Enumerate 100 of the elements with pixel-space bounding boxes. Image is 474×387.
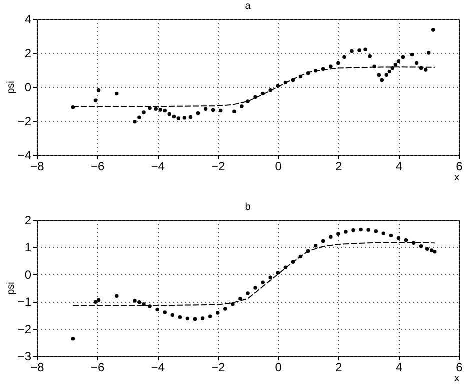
point: [94, 98, 98, 102]
point: [158, 108, 162, 112]
point: [358, 48, 362, 52]
point: [430, 248, 434, 252]
point: [96, 298, 101, 302]
x-tick-label: 6: [456, 160, 464, 174]
point: [211, 108, 216, 112]
chart-title: a: [245, 1, 252, 12]
point: [186, 316, 190, 321]
point: [261, 280, 265, 284]
point: [115, 294, 119, 298]
point: [382, 232, 386, 236]
point: [224, 307, 228, 311]
point: [246, 100, 250, 104]
point: [396, 60, 401, 64]
point: [170, 313, 175, 318]
point: [238, 297, 242, 301]
point: [142, 110, 146, 114]
y-axis-title: psi: [6, 81, 17, 94]
point: [196, 111, 200, 116]
line-series: [72, 242, 436, 306]
y-tick-label: 1: [24, 240, 32, 255]
point: [366, 228, 370, 232]
point: [394, 63, 398, 67]
point: [200, 316, 205, 320]
point: [359, 228, 363, 232]
point: [172, 114, 176, 119]
point: [329, 235, 333, 240]
y-tick-label: −3: [18, 350, 32, 364]
point: [163, 108, 167, 113]
y-tick-label: −2: [18, 322, 32, 336]
point: [268, 276, 272, 280]
x-axis-title: x: [454, 374, 460, 384]
point: [368, 54, 372, 58]
x-tick-label: −4: [151, 360, 166, 374]
point: [426, 51, 431, 55]
point: [389, 234, 394, 238]
chart-title: b: [245, 202, 252, 213]
point: [138, 116, 142, 120]
point: [163, 310, 167, 314]
point: [178, 316, 182, 320]
point: [380, 78, 384, 82]
point: [219, 108, 223, 113]
point: [138, 300, 142, 304]
point: [374, 230, 378, 234]
point: [396, 236, 401, 240]
point: [94, 300, 98, 304]
x-tick-label: 2: [336, 160, 343, 174]
y-tick-label: 0: [24, 80, 32, 94]
y-axis-title: psi: [6, 282, 17, 295]
x-tick-label: −4: [151, 160, 166, 174]
point: [425, 247, 430, 251]
point: [176, 116, 181, 120]
point: [96, 88, 101, 92]
point: [142, 302, 146, 306]
point: [133, 120, 137, 124]
point: [377, 73, 381, 77]
x-tick-label: −6: [90, 160, 105, 174]
x-tick-label: −2: [212, 360, 226, 374]
point: [246, 292, 250, 296]
point: [232, 110, 236, 114]
point: [276, 271, 280, 275]
x-tick-label: −8: [30, 360, 45, 374]
x-tick-label: 0: [275, 160, 282, 174]
point: [314, 244, 318, 248]
point: [204, 107, 208, 111]
point: [432, 28, 436, 32]
y-tick-label: 2: [24, 214, 32, 228]
y-tick-label: 0: [24, 268, 32, 282]
point: [410, 52, 414, 57]
point: [321, 239, 326, 244]
point: [350, 49, 354, 54]
point: [208, 314, 212, 318]
x-tick-label: 4: [396, 360, 403, 374]
y-tick-label: −4: [18, 148, 32, 162]
x-tick-label: 4: [396, 160, 403, 174]
point: [424, 68, 428, 72]
point: [168, 112, 172, 116]
x-tick-label: −2: [212, 160, 226, 174]
point: [329, 64, 333, 68]
point: [352, 228, 356, 232]
x-tick-label: 6: [456, 360, 464, 374]
point: [404, 238, 408, 242]
point: [390, 66, 395, 70]
point: [336, 232, 340, 236]
point: [71, 336, 76, 341]
point: [231, 302, 235, 306]
point: [156, 308, 160, 312]
point: [115, 92, 119, 96]
point: [148, 106, 152, 110]
point: [433, 250, 437, 254]
point: [414, 61, 419, 66]
point: [364, 48, 368, 52]
point: [384, 73, 389, 77]
x-tick-label: −6: [90, 360, 105, 374]
y-tick-label: −2: [18, 114, 32, 128]
point: [336, 61, 340, 66]
y-tick-label: 2: [24, 46, 32, 60]
point: [342, 55, 346, 60]
point: [193, 317, 198, 322]
